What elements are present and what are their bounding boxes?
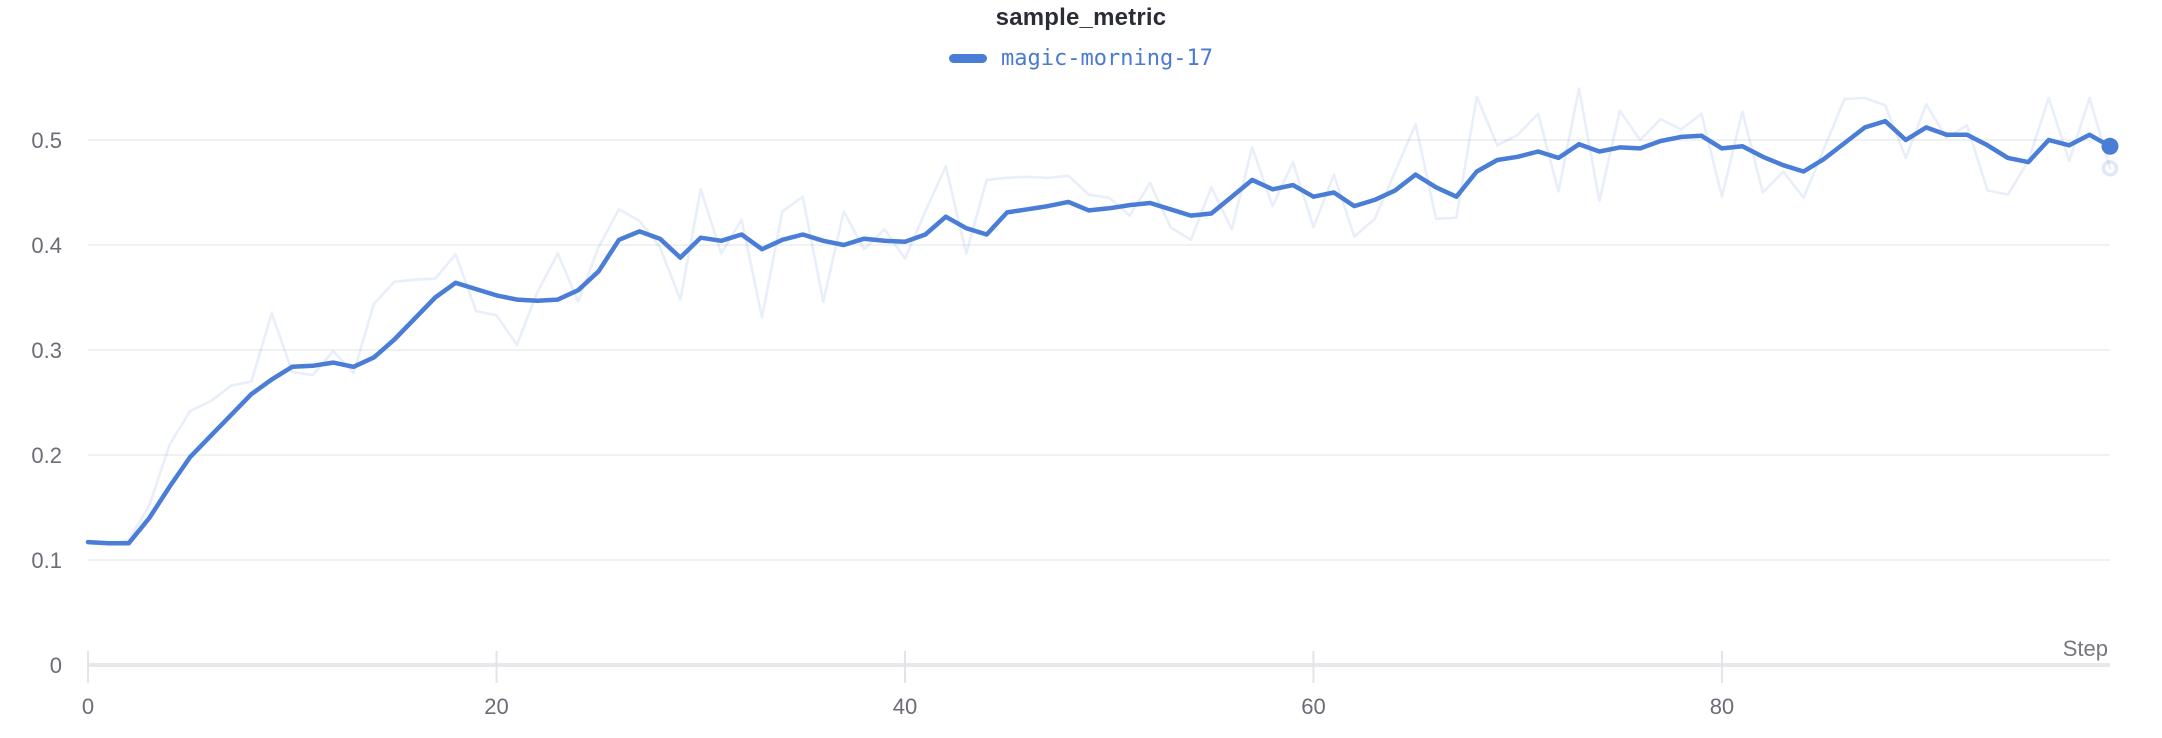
y-tick-label: 0.5 <box>31 128 62 153</box>
y-tick-label: 0.4 <box>31 233 62 258</box>
x-tick-label: 0 <box>82 694 94 719</box>
x-axis-label: Step <box>2062 636 2108 661</box>
smoothed-endpoint-dot[interactable] <box>2101 137 2119 155</box>
smoothed-metric-line <box>85 118 2113 546</box>
gridlines <box>87 139 2110 683</box>
y-tick-label: 0.1 <box>31 548 62 573</box>
y-tick-label: 0.2 <box>31 443 62 468</box>
plot-area[interactable] <box>88 90 2110 665</box>
y-tick-label: 0.3 <box>31 338 62 363</box>
raw-endpoint-dot <box>2101 160 2119 177</box>
x-tick-label: 20 <box>484 694 508 719</box>
x-tick-label: 40 <box>893 694 917 719</box>
axis-labels: 0 0.1 0.2 0.3 0.4 0.5 0 20 40 60 80 <box>31 128 1734 719</box>
x-tick-label: 80 <box>1710 694 1734 719</box>
legend-line-marker <box>949 54 988 63</box>
raw-metric-line <box>86 87 2112 546</box>
legend-run-name: magic-morning-17 <box>1001 46 1213 71</box>
panel-title: sample_metric <box>995 4 1167 31</box>
x-tick-label: 60 <box>1301 694 1325 719</box>
y-tick-label: 0 <box>50 653 62 678</box>
legend[interactable]: magic-morning-17 <box>0 46 2162 71</box>
